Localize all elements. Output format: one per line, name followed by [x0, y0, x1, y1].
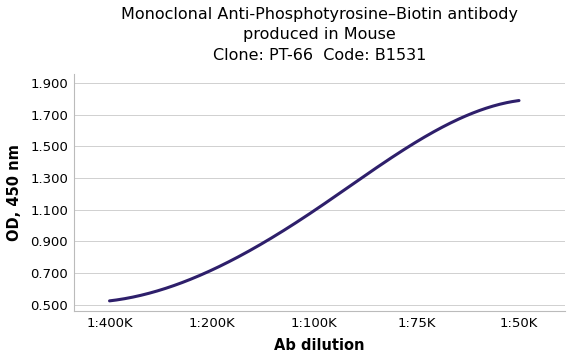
Title: Monoclonal Anti-Phosphotyrosine–Biotin antibody
produced in Mouse
Clone: PT-66  : Monoclonal Anti-Phosphotyrosine–Biotin a… [121, 7, 518, 63]
Y-axis label: OD, 450 nm: OD, 450 nm [7, 144, 22, 241]
X-axis label: Ab dilution: Ab dilution [274, 338, 364, 353]
